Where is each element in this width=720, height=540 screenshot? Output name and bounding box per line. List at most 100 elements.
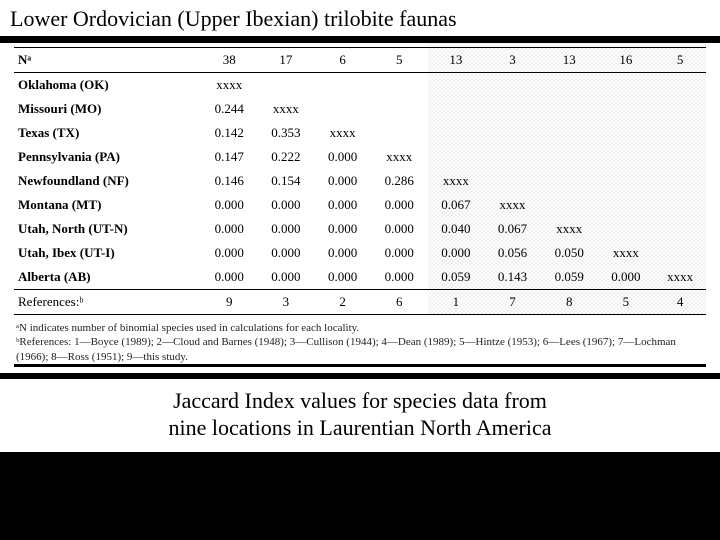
table-container: Nᵃ 38 17 6 5 13 3 13 16 5 Oklahoma (OK)x… — [0, 43, 720, 373]
data-cell: 0.000 — [201, 193, 258, 217]
data-cell — [598, 217, 655, 241]
table-row: Utah, Ibex (UT-I)0.0000.0000.0000.0000.0… — [14, 241, 706, 265]
data-cell — [371, 121, 428, 145]
footnote-a: ᵃN indicates number of binomial species … — [16, 321, 704, 335]
footnote-b: ᵇReferences: 1—Boyce (1989); 2—Cloud and… — [16, 335, 704, 364]
table-row: Newfoundland (NF)0.1460.1540.0000.286xxx… — [14, 169, 706, 193]
data-cell — [541, 169, 598, 193]
data-cell — [541, 97, 598, 121]
refs-cell: 7 — [484, 290, 541, 315]
data-cell: xxxx — [371, 145, 428, 169]
row-label: Utah, Ibex (UT-I) — [14, 241, 201, 265]
data-cell: 0.000 — [598, 265, 655, 290]
data-cell: 0.067 — [484, 217, 541, 241]
data-cell — [428, 145, 485, 169]
header-col: 38 — [201, 48, 258, 73]
data-cell: 0.000 — [201, 265, 258, 290]
data-cell: 0.000 — [314, 145, 371, 169]
data-cell — [428, 73, 485, 98]
data-cell — [258, 73, 315, 98]
data-cell: 0.142 — [201, 121, 258, 145]
data-cell — [654, 169, 706, 193]
footnotes: ᵃN indicates number of binomial species … — [14, 315, 706, 367]
data-cell — [598, 97, 655, 121]
table-row: Oklahoma (OK)xxxx — [14, 73, 706, 98]
header-label: Nᵃ — [14, 48, 201, 73]
data-cell — [598, 193, 655, 217]
data-cell — [541, 193, 598, 217]
data-cell: xxxx — [484, 193, 541, 217]
data-cell — [654, 73, 706, 98]
table-row: Pennsylvania (PA)0.1470.2220.000xxxx — [14, 145, 706, 169]
refs-label: References:ᵇ — [14, 290, 201, 315]
data-cell: xxxx — [314, 121, 371, 145]
data-cell: 0.000 — [314, 265, 371, 290]
caption-line-2: nine locations in Laurentian North Ameri… — [168, 415, 551, 440]
data-cell: 0.000 — [201, 217, 258, 241]
data-cell — [484, 73, 541, 98]
data-cell: 0.000 — [371, 193, 428, 217]
header-col: 6 — [314, 48, 371, 73]
refs-cell: 3 — [258, 290, 315, 315]
row-label: Alberta (AB) — [14, 265, 201, 290]
data-cell: 0.000 — [258, 265, 315, 290]
refs-cell: 6 — [371, 290, 428, 315]
data-cell: 0.353 — [258, 121, 315, 145]
page-title-bottom: Jaccard Index values for species data fr… — [0, 379, 720, 452]
data-cell: 0.000 — [371, 241, 428, 265]
data-cell — [654, 241, 706, 265]
refs-cell: 2 — [314, 290, 371, 315]
header-col: 13 — [428, 48, 485, 73]
data-cell: xxxx — [654, 265, 706, 290]
data-cell — [314, 73, 371, 98]
data-cell: 0.000 — [314, 169, 371, 193]
data-cell: 0.154 — [258, 169, 315, 193]
table-row: Alberta (AB)0.0000.0000.0000.0000.0590.1… — [14, 265, 706, 290]
data-cell — [541, 145, 598, 169]
data-cell — [598, 121, 655, 145]
caption-line-1: Jaccard Index values for species data fr… — [173, 388, 547, 413]
data-cell — [428, 121, 485, 145]
data-cell: 0.244 — [201, 97, 258, 121]
row-label: Texas (TX) — [14, 121, 201, 145]
references-row: References:ᵇ 9 3 2 6 1 7 8 5 4 — [14, 290, 706, 315]
data-cell: 0.000 — [258, 241, 315, 265]
data-cell: 0.056 — [484, 241, 541, 265]
data-cell: xxxx — [201, 73, 258, 98]
data-cell — [598, 145, 655, 169]
data-cell — [654, 217, 706, 241]
data-cell: 0.286 — [371, 169, 428, 193]
refs-cell: 4 — [654, 290, 706, 315]
data-cell: 0.143 — [484, 265, 541, 290]
jaccard-table: Nᵃ 38 17 6 5 13 3 13 16 5 Oklahoma (OK)x… — [14, 47, 706, 315]
header-col: 16 — [598, 48, 655, 73]
header-col: 3 — [484, 48, 541, 73]
data-cell: 0.000 — [201, 241, 258, 265]
data-cell — [541, 73, 598, 98]
refs-cell: 1 — [428, 290, 485, 315]
data-cell: 0.059 — [541, 265, 598, 290]
data-cell: 0.000 — [314, 241, 371, 265]
row-label: Pennsylvania (PA) — [14, 145, 201, 169]
data-cell: 0.000 — [314, 193, 371, 217]
data-cell: xxxx — [258, 97, 315, 121]
table-row: Utah, North (UT-N)0.0000.0000.0000.0000.… — [14, 217, 706, 241]
data-cell: 0.146 — [201, 169, 258, 193]
data-cell: 0.000 — [371, 217, 428, 241]
table-row: Texas (TX)0.1420.353xxxx — [14, 121, 706, 145]
refs-cell: 5 — [598, 290, 655, 315]
data-cell: 0.147 — [201, 145, 258, 169]
row-label: Newfoundland (NF) — [14, 169, 201, 193]
data-cell: xxxx — [598, 241, 655, 265]
data-cell: 0.222 — [258, 145, 315, 169]
data-cell: 0.000 — [314, 217, 371, 241]
page-title-top: Lower Ordovician (Upper Ibexian) trilobi… — [0, 0, 720, 37]
data-cell: 0.050 — [541, 241, 598, 265]
data-cell — [598, 169, 655, 193]
data-cell — [654, 121, 706, 145]
data-cell — [541, 121, 598, 145]
data-cell — [598, 73, 655, 98]
data-cell: xxxx — [428, 169, 485, 193]
data-cell — [654, 193, 706, 217]
row-label: Oklahoma (OK) — [14, 73, 201, 98]
